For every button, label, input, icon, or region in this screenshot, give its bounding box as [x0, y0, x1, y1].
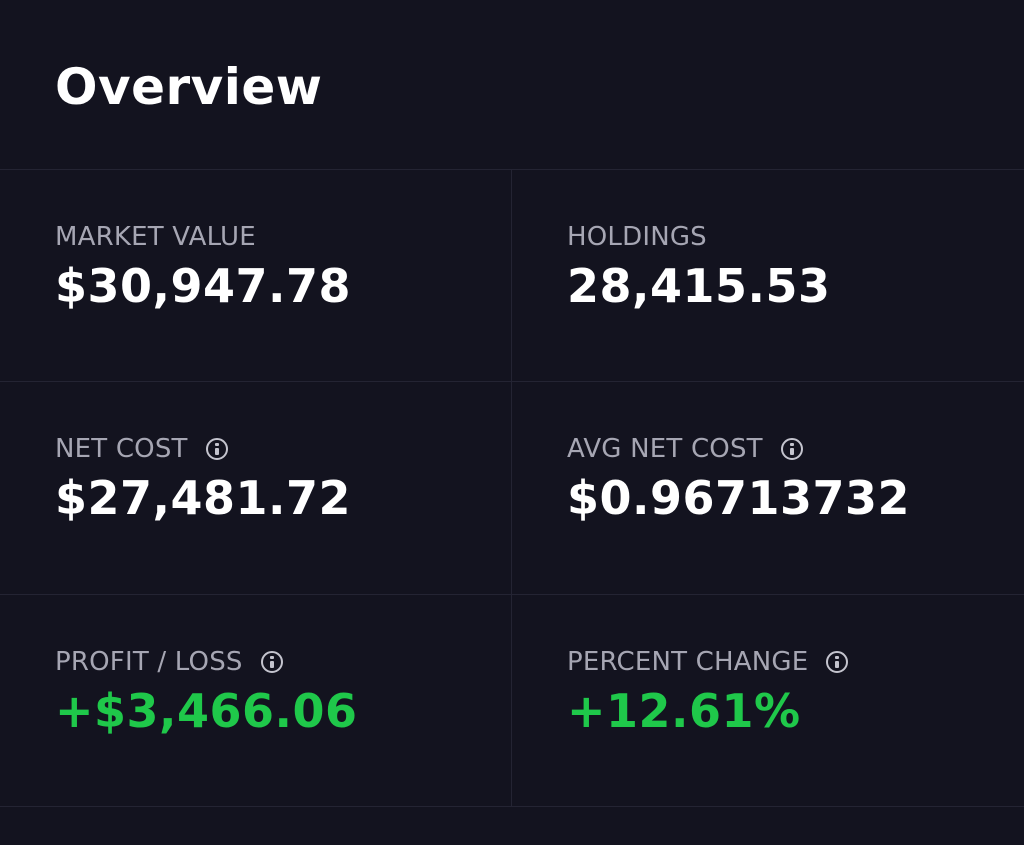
row-divider: [0, 594, 1024, 595]
stat-label-row: AVG NET COST: [567, 432, 803, 466]
stat-label: HOLDINGS: [567, 222, 707, 252]
stat-label-row: NET COST: [55, 432, 228, 466]
market-value-amount: $30,947.78: [55, 259, 352, 313]
stat-label: MARKET VALUE: [55, 222, 256, 252]
stat-label: PROFIT / LOSS: [55, 647, 243, 677]
stat-label-row: HOLDINGS: [567, 220, 707, 254]
stat-market-value: MARKET VALUE $30,947.78: [55, 220, 515, 420]
stat-label: PERCENT CHANGE: [567, 647, 809, 677]
net-cost-amount: $27,481.72: [55, 471, 352, 525]
row-divider: [0, 806, 1024, 807]
header-divider: [0, 169, 1024, 170]
stat-profit-loss: PROFIT / LOSS +$3,466.06: [55, 645, 515, 845]
stat-avg-net-cost: AVG NET COST $0.96713732: [567, 432, 1024, 632]
stat-percent-change: PERCENT CHANGE +12.61%: [567, 645, 1024, 845]
stat-label-row: PROFIT / LOSS: [55, 645, 283, 679]
stat-label: AVG NET COST: [567, 434, 763, 464]
info-icon[interactable]: [780, 438, 803, 460]
info-icon[interactable]: [826, 651, 849, 673]
avg-net-cost-amount: $0.96713732: [567, 471, 911, 525]
holdings-amount: 28,415.53: [567, 259, 831, 313]
page-title: Overview: [55, 58, 323, 116]
stat-label-row: PERCENT CHANGE: [567, 645, 849, 679]
profit-loss-amount: +$3,466.06: [55, 684, 358, 738]
stat-label: NET COST: [55, 434, 188, 464]
info-icon[interactable]: [205, 438, 228, 460]
info-icon[interactable]: [260, 651, 283, 673]
stat-net-cost: NET COST $27,481.72: [55, 432, 515, 632]
percent-change-amount: +12.61%: [567, 684, 801, 738]
column-divider: [511, 170, 512, 806]
overview-header: Overview: [0, 0, 1024, 169]
row-divider: [0, 381, 1024, 382]
stat-label-row: MARKET VALUE: [55, 220, 256, 254]
stat-holdings: HOLDINGS 28,415.53: [567, 220, 1024, 420]
